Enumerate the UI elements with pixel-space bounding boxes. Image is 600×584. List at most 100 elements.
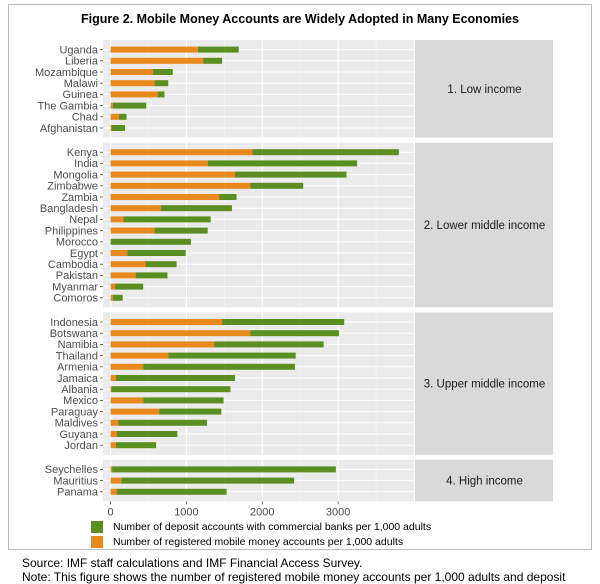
bar-mobile bbox=[110, 46, 198, 53]
bar-mobile bbox=[110, 488, 117, 495]
country-label: Seychelles bbox=[45, 464, 99, 476]
facet-label: 4. High income bbox=[446, 476, 523, 488]
country-label: Guinea bbox=[63, 89, 99, 101]
bar-deposit bbox=[115, 375, 235, 381]
country-label: Zimbabwe bbox=[47, 181, 98, 193]
bar-mobile bbox=[110, 352, 169, 359]
country-label: Mauritius bbox=[53, 475, 98, 487]
bar-deposit bbox=[118, 419, 207, 426]
x-tick-label: 3000 bbox=[326, 506, 350, 518]
bar-mobile bbox=[110, 408, 160, 415]
bar-mobile bbox=[110, 57, 204, 64]
bar-mobile bbox=[110, 194, 220, 200]
bar-deposit bbox=[250, 182, 304, 189]
bar-mobile bbox=[110, 272, 136, 279]
bar-mobile bbox=[110, 261, 146, 268]
panel-background bbox=[103, 142, 414, 308]
bar-mobile bbox=[110, 363, 144, 370]
bar-deposit bbox=[197, 46, 239, 53]
country-label: Chad bbox=[72, 112, 98, 124]
country-label: Cambodia bbox=[48, 259, 99, 271]
country-label: Pakistan bbox=[56, 270, 98, 282]
bar-mobile bbox=[110, 375, 116, 381]
country-label: Afghanistan bbox=[40, 123, 98, 135]
facet-strip bbox=[415, 142, 553, 308]
x-tick-label: 2000 bbox=[250, 506, 274, 518]
facet-strip bbox=[415, 312, 553, 455]
country-label: Zambia bbox=[61, 192, 99, 204]
country-label: Namibia bbox=[58, 339, 99, 351]
bar-deposit bbox=[252, 149, 399, 156]
country-label: Morocco bbox=[56, 237, 98, 249]
country-label: Philippines bbox=[45, 225, 99, 237]
bar-deposit bbox=[214, 341, 324, 348]
bar-mobile bbox=[110, 102, 113, 109]
bar-deposit bbox=[219, 194, 237, 200]
bar-deposit bbox=[143, 397, 224, 404]
facet-strip bbox=[415, 459, 553, 502]
bar-deposit bbox=[111, 386, 231, 393]
bar-deposit bbox=[115, 283, 144, 290]
note-text: Note: This figure shows the number of re… bbox=[22, 570, 566, 584]
legend-swatch-deposit bbox=[91, 520, 103, 533]
country-label: Botswana bbox=[50, 328, 99, 340]
country-label: Maldives bbox=[55, 418, 99, 430]
bar-mobile bbox=[110, 149, 253, 156]
country-label: India bbox=[74, 158, 99, 170]
bar-mobile bbox=[110, 319, 223, 325]
facet-label: 1. Low income bbox=[447, 84, 521, 96]
bar-mobile bbox=[110, 386, 112, 393]
country-label: Thailand bbox=[56, 350, 98, 362]
bar-deposit bbox=[234, 171, 347, 178]
bar-deposit bbox=[110, 238, 191, 245]
legend-label-mobile: Number of registered mobile money accoun… bbox=[113, 535, 404, 548]
country-label: Liberia bbox=[65, 56, 99, 68]
legend-item-mobile: Number of registered mobile money accoun… bbox=[91, 534, 431, 549]
bar-deposit bbox=[112, 294, 123, 301]
country-label: Comoros bbox=[53, 293, 98, 305]
bar-deposit bbox=[250, 330, 339, 337]
bar-mobile bbox=[110, 431, 117, 437]
country-label: Armenia bbox=[57, 362, 99, 374]
figure-frame bbox=[8, 4, 592, 550]
bar-deposit bbox=[154, 227, 208, 234]
bar-deposit bbox=[143, 363, 295, 370]
bar-deposit bbox=[157, 91, 165, 98]
bar-deposit bbox=[154, 80, 169, 87]
legend-swatch-mobile bbox=[91, 535, 103, 548]
country-label: Jordan bbox=[64, 440, 98, 452]
bar-deposit bbox=[112, 102, 147, 109]
bar-mobile bbox=[110, 330, 251, 337]
bar-mobile bbox=[110, 477, 122, 484]
bar-deposit bbox=[168, 352, 296, 359]
bar-deposit bbox=[116, 431, 178, 437]
country-label: Guyana bbox=[59, 429, 98, 441]
country-label: Albania bbox=[61, 384, 99, 396]
country-label: Mexico bbox=[63, 395, 98, 407]
source-text: Source: IMF staff calculations and IMF F… bbox=[22, 556, 363, 570]
bar-deposit bbox=[207, 160, 358, 167]
chart: 1. Low income UgandaLiberiaMozambiqueMala… bbox=[35, 40, 553, 518]
bar-mobile bbox=[110, 250, 128, 256]
bar-deposit bbox=[153, 69, 173, 75]
legend: Number of deposit accounts with commerci… bbox=[91, 519, 431, 549]
bar-deposit bbox=[118, 113, 127, 120]
x-tick-label: 0 bbox=[108, 506, 114, 518]
facet-label: 2. Lower middle income bbox=[424, 220, 545, 232]
bar-mobile bbox=[110, 182, 251, 189]
bar-mobile bbox=[110, 442, 116, 449]
bar-mobile bbox=[110, 205, 161, 212]
panel-background bbox=[103, 40, 414, 138]
bar-mobile bbox=[110, 91, 158, 98]
country-label: Panama bbox=[57, 487, 99, 499]
x-tick-label: 1000 bbox=[174, 506, 198, 518]
facet-strip bbox=[415, 40, 553, 138]
bar-mobile bbox=[110, 125, 112, 131]
bar-mobile bbox=[110, 341, 215, 348]
bar-deposit bbox=[222, 319, 345, 325]
country-label: Paraguay bbox=[51, 406, 99, 418]
bar-deposit bbox=[160, 205, 232, 212]
bar-mobile bbox=[110, 171, 235, 178]
country-label: Jamaica bbox=[57, 373, 99, 385]
country-label: Indonesia bbox=[50, 317, 99, 329]
